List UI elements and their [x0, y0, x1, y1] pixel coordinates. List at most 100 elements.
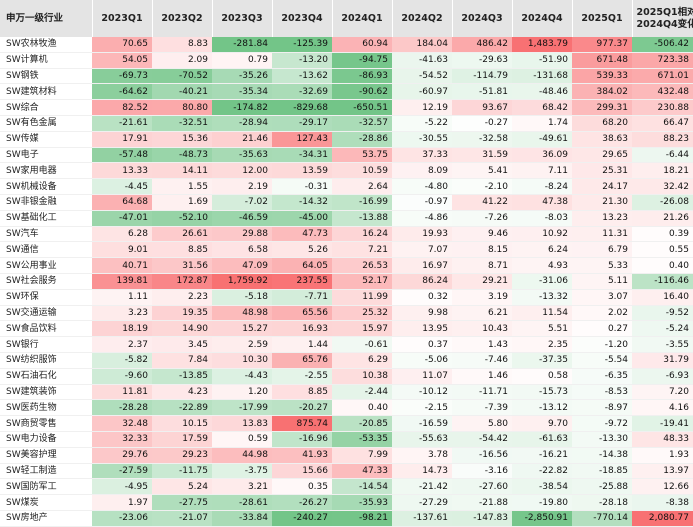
- value-cell: 6.21: [452, 305, 512, 322]
- value-cell: 10.15: [152, 415, 212, 432]
- table-row: SW基础化工 -47.01 -52.10 -46.59 -45.00 -13.88 -4.8…: [0, 210, 693, 227]
- header-col: 2024Q4: [512, 0, 573, 37]
- value-cell: -16.56: [452, 447, 512, 464]
- table-row: SW电子 -57.48 -48.73 -35.63 -34.31 53.75 37.33 31…: [0, 147, 693, 164]
- value-cell: -28.94: [212, 115, 272, 132]
- change-cell: -3.55: [632, 336, 693, 353]
- change-cell: 723.38: [632, 52, 693, 69]
- value-cell: -7.26: [452, 210, 512, 227]
- industry-name-cell: SW纺织服饰: [0, 352, 92, 369]
- value-cell: -9.72: [572, 415, 632, 432]
- value-cell: 3.21: [212, 478, 272, 496]
- value-cell: 12.19: [392, 99, 452, 116]
- change-cell: 48.33: [632, 431, 693, 448]
- value-cell: -8.53: [572, 384, 632, 401]
- change-cell: 0.39: [632, 226, 693, 243]
- value-cell: -32.69: [272, 83, 332, 101]
- table-row: SW纺织服饰 -5.82 7.84 10.30 65.76 6.29 -5.06 -7.46-…: [0, 352, 693, 369]
- value-cell: -13.32: [512, 289, 572, 306]
- value-cell: -281.84: [212, 37, 272, 53]
- value-cell: -21.88: [452, 494, 512, 511]
- value-cell: -37.35: [512, 352, 572, 369]
- value-cell: 47.09: [212, 257, 272, 274]
- industry-name-cell: SW通信: [0, 241, 92, 259]
- value-cell: 2.37: [92, 336, 152, 353]
- value-cell: -5.06: [392, 352, 452, 369]
- value-cell: -47.01: [92, 210, 152, 227]
- industry-name-cell: SW传媒: [0, 131, 92, 148]
- value-cell: 0.58: [512, 368, 572, 385]
- industry-name-cell: SW环保: [0, 289, 92, 306]
- value-cell: -35.63: [212, 147, 272, 164]
- table-row: SW食品饮料 18.19 14.90 15.27 16.93 15.97 13.95 10.4…: [0, 320, 693, 338]
- value-cell: 14.11: [152, 162, 212, 180]
- value-cell: 1.97: [92, 494, 152, 511]
- value-cell: -829.68: [272, 99, 332, 116]
- change-cell: 230.88: [632, 99, 693, 116]
- industry-name-cell: SW房地产: [0, 510, 92, 527]
- value-cell: -94.75: [332, 52, 392, 69]
- industry-name-cell: SW美容护理: [0, 447, 92, 464]
- table-row: SW有色金属 -21.61 -32.51 -28.94 -29.17 -32.57 -5.2…: [0, 115, 693, 132]
- header-col: 2023Q3: [212, 0, 273, 37]
- value-cell: -90.62: [332, 83, 392, 101]
- value-cell: 86.24: [392, 273, 452, 290]
- change-cell: -26.08: [632, 194, 693, 211]
- value-cell: -30.55: [392, 131, 452, 148]
- value-cell: -55.63: [392, 431, 452, 448]
- value-cell: 1.46: [452, 368, 512, 385]
- value-cell: -0.61: [332, 336, 392, 353]
- value-cell: 15.66: [272, 463, 332, 480]
- value-cell: 11.07: [392, 368, 452, 385]
- value-cell: 48.98: [212, 305, 272, 322]
- value-cell: 8.83: [152, 37, 212, 53]
- table-body: SW农林牧渔 70.65 8.83 -281.84 -125.39 60.94 184.04…: [0, 37, 693, 527]
- value-cell: -17.99: [212, 399, 272, 417]
- value-cell: 299.31: [572, 99, 632, 116]
- value-cell: 3.45: [152, 336, 212, 353]
- industry-name-cell: SW汽车: [0, 226, 92, 243]
- header-col: 2024Q2: [392, 0, 453, 37]
- value-cell: -20.85: [332, 415, 392, 432]
- value-cell: -22.89: [152, 399, 212, 417]
- value-cell: 8.71: [452, 257, 512, 274]
- value-cell: 12.00: [212, 162, 272, 180]
- value-cell: 172.87: [152, 273, 212, 290]
- value-cell: -49.61: [512, 131, 572, 148]
- value-cell: 16.24: [332, 226, 392, 243]
- value-cell: -13.85: [152, 368, 212, 385]
- value-cell: 64.05: [272, 257, 332, 274]
- value-cell: 6.24: [512, 241, 572, 259]
- industry-name-cell: SW农林牧渔: [0, 37, 92, 53]
- industry-name-cell: SW交通运输: [0, 305, 92, 322]
- change-cell: 66.47: [632, 115, 693, 132]
- value-cell: -18.85: [572, 463, 632, 480]
- value-cell: -51.90: [512, 52, 572, 69]
- value-cell: -13.88: [332, 210, 392, 227]
- value-cell: -114.79: [452, 68, 512, 85]
- value-cell: -27.60: [452, 478, 512, 496]
- value-cell: 1.55: [152, 178, 212, 195]
- change-cell: 432.48: [632, 83, 693, 101]
- value-cell: -9.60: [92, 368, 152, 385]
- value-cell: -35.34: [212, 83, 272, 101]
- value-cell: 19.93: [392, 226, 452, 243]
- value-cell: 3.19: [452, 289, 512, 306]
- value-cell: -13.30: [572, 431, 632, 448]
- industry-name-cell: SW公用事业: [0, 257, 92, 274]
- value-cell: -27.29: [392, 494, 452, 511]
- value-cell: -5.18: [212, 289, 272, 306]
- value-cell: 64.68: [92, 194, 152, 211]
- change-cell: 1.93: [632, 447, 693, 464]
- header-col: 2024Q1: [332, 0, 393, 37]
- value-cell: 53.75: [332, 147, 392, 164]
- value-cell: -35.93: [332, 494, 392, 511]
- value-cell: -64.62: [92, 83, 152, 101]
- value-cell: 11.54: [512, 305, 572, 322]
- industry-name-cell: SW有色金属: [0, 115, 92, 132]
- table-row: SW环保 1.11 2.23 -5.18 -7.71 11.99 0.32 3.19 -13.3…: [0, 289, 693, 306]
- value-cell: 8.85: [272, 384, 332, 401]
- value-cell: -25.88: [572, 478, 632, 496]
- value-cell: -0.27: [452, 115, 512, 132]
- value-cell: -13.20: [272, 52, 332, 69]
